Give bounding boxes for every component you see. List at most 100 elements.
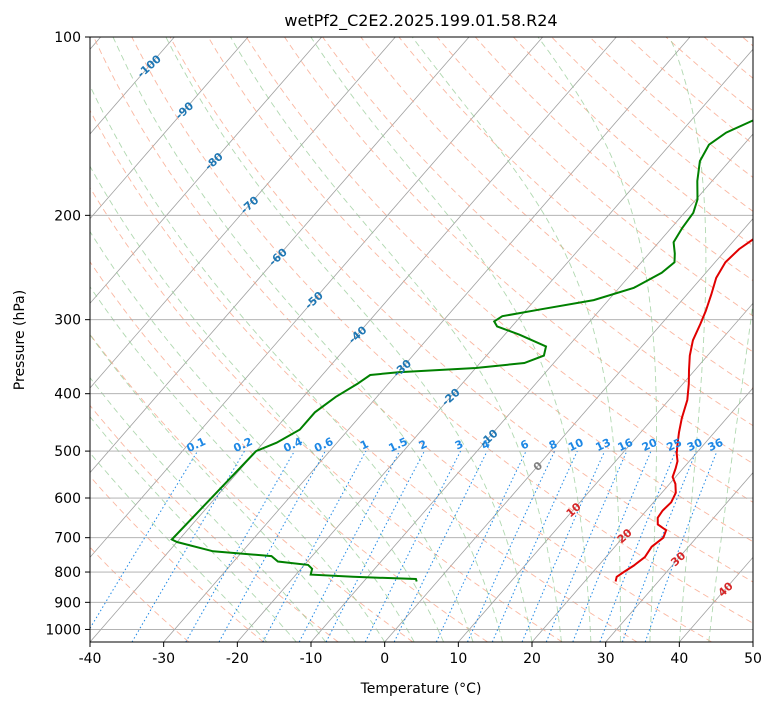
line-annotations: 0.1 0.2 0.4 0.6 1 1.5 2 3 4 6 8 10 13 16 20 25 30 36-100-… <box>135 52 736 599</box>
temperature-profile-line <box>614 238 753 582</box>
dry-adiabat-line <box>474 37 753 282</box>
mixing-ratio-label: 0.6 <box>312 435 335 455</box>
moist-adiabat-line <box>708 299 753 642</box>
moist-adiabat-line <box>90 334 356 642</box>
mixing-ratio-label: 8 <box>547 437 559 452</box>
isotherm-line <box>310 133 753 642</box>
moist-adiabat-line <box>90 285 386 642</box>
mixing-ratio-line <box>393 450 488 642</box>
y-tick-label: 1000 <box>45 622 81 638</box>
mixing-ratio-line <box>572 450 652 642</box>
y-tick-label: 500 <box>54 444 81 460</box>
dry-adiabat-line <box>245 37 753 503</box>
y-tick-label: 200 <box>54 208 81 224</box>
moist-adiabat-line <box>165 37 533 642</box>
moist-adiabat-line <box>90 416 297 642</box>
chart-title: wetPf2_C2E2.2025.199.01.58.R24 <box>284 11 557 31</box>
dry-adiabat-line <box>742 37 753 47</box>
dry-adiabat-line <box>90 475 264 642</box>
mixing-ratio-label: 10 <box>566 436 586 454</box>
isotherm-line <box>90 37 396 389</box>
mixing-ratio-line <box>218 450 326 642</box>
mixing-ratio-label: 1.5 <box>387 435 410 455</box>
isotherm-line <box>384 218 753 642</box>
dry-adiabat-line <box>284 37 753 465</box>
mixing-ratio-label: 16 <box>616 436 636 454</box>
moist-adiabat-line <box>310 37 592 642</box>
dry-adiabat-line <box>703 37 753 79</box>
isotherm-label: -30 <box>391 357 415 380</box>
dry-adiabat-line <box>90 186 563 642</box>
mixing-ratio-label: 0.1 <box>185 435 208 455</box>
isotherm-label: -80 <box>202 150 226 173</box>
dry-adiabat-line <box>513 37 753 247</box>
y-tick-label: 400 <box>54 387 81 403</box>
isotherm-label: -70 <box>238 194 262 217</box>
dry-adiabat-line <box>90 109 638 642</box>
y-tick-label: 700 <box>54 531 81 547</box>
moist-adiabat-line <box>411 37 621 642</box>
plot-frame <box>89 36 754 643</box>
isotherm-line <box>237 48 753 642</box>
isotherm-line <box>90 37 543 558</box>
x-axis-label: Temperature (°C) <box>360 681 482 697</box>
x-tick-label: -10 <box>300 651 323 667</box>
dry-adiabat-line <box>398 37 753 353</box>
mixing-ratio-label: 2 <box>417 437 429 452</box>
mixing-ratio-label: 20 <box>640 436 660 454</box>
moist-adiabat-line <box>537 37 657 642</box>
mixing-ratio-line <box>545 450 628 642</box>
dry-adiabat-line <box>665 37 753 112</box>
mixing-ratio-label: 13 <box>594 436 613 454</box>
mixing-ratio-line <box>467 450 556 642</box>
y-axis-label: Pressure (hPa) <box>12 290 28 390</box>
dry-adiabat-line <box>169 37 753 583</box>
mixing-ratio-line <box>90 450 199 630</box>
moist-adiabat-line <box>90 84 474 642</box>
mixing-ratio-label: 30 <box>685 436 705 454</box>
dry-adiabat-line <box>360 37 753 390</box>
dry-adiabat-line <box>627 37 753 145</box>
mixing-ratio-line <box>435 450 527 642</box>
moist-adiabat-line <box>90 165 445 642</box>
moist-adiabat-line <box>90 452 268 642</box>
y-axis: 100 200 300 400 500 600 700 800 900 1000 <box>45 30 90 638</box>
dry-adiabat-line <box>551 37 753 212</box>
isotherm-label: -60 <box>266 245 290 268</box>
moist-adiabat-line <box>669 37 707 642</box>
isotherm-label: -20 <box>439 386 463 409</box>
mixing-ratio-line <box>599 450 677 642</box>
x-tick-label: -30 <box>152 651 175 667</box>
x-tick-label: 50 <box>744 651 762 667</box>
isotherm-label: -10 <box>477 427 501 450</box>
x-axis: -40 -30 -20 -10 0 10 20 30 40 50 <box>79 642 762 667</box>
isotherm-line <box>605 472 753 642</box>
dry-adiabat-line <box>131 37 753 624</box>
x-tick-label: 0 <box>380 651 389 667</box>
dry-adiabat-line <box>589 37 753 178</box>
x-tick-label: -40 <box>79 651 102 667</box>
mixing-ratio-label: 6 <box>518 437 531 452</box>
y-tick-label: 900 <box>54 595 81 611</box>
mixing-ratio-line <box>262 450 367 642</box>
mixing-ratio-label: 36 <box>706 436 726 454</box>
sounding-profiles <box>170 119 753 582</box>
moist-adiabat-line <box>90 230 415 642</box>
x-tick-label: 20 <box>523 651 541 667</box>
dry-adiabat-line <box>93 37 712 642</box>
isotherm-line <box>90 37 322 304</box>
isotherm-label: -40 <box>346 323 370 346</box>
moist-adiabat-line <box>230 37 562 642</box>
x-tick-label: 10 <box>449 651 467 667</box>
background-lines <box>90 37 753 642</box>
x-tick-label: -20 <box>226 651 249 667</box>
moist-adiabat-line <box>112 37 503 642</box>
x-tick-label: 40 <box>670 651 688 667</box>
dry-adiabat-line <box>436 37 753 317</box>
isotherm-line <box>90 37 249 220</box>
y-tick-label: 600 <box>54 491 81 507</box>
mixing-ratio-label: 25 <box>665 436 684 454</box>
dewpoint-profile-line <box>170 119 753 582</box>
y-tick-label: 100 <box>54 30 81 46</box>
